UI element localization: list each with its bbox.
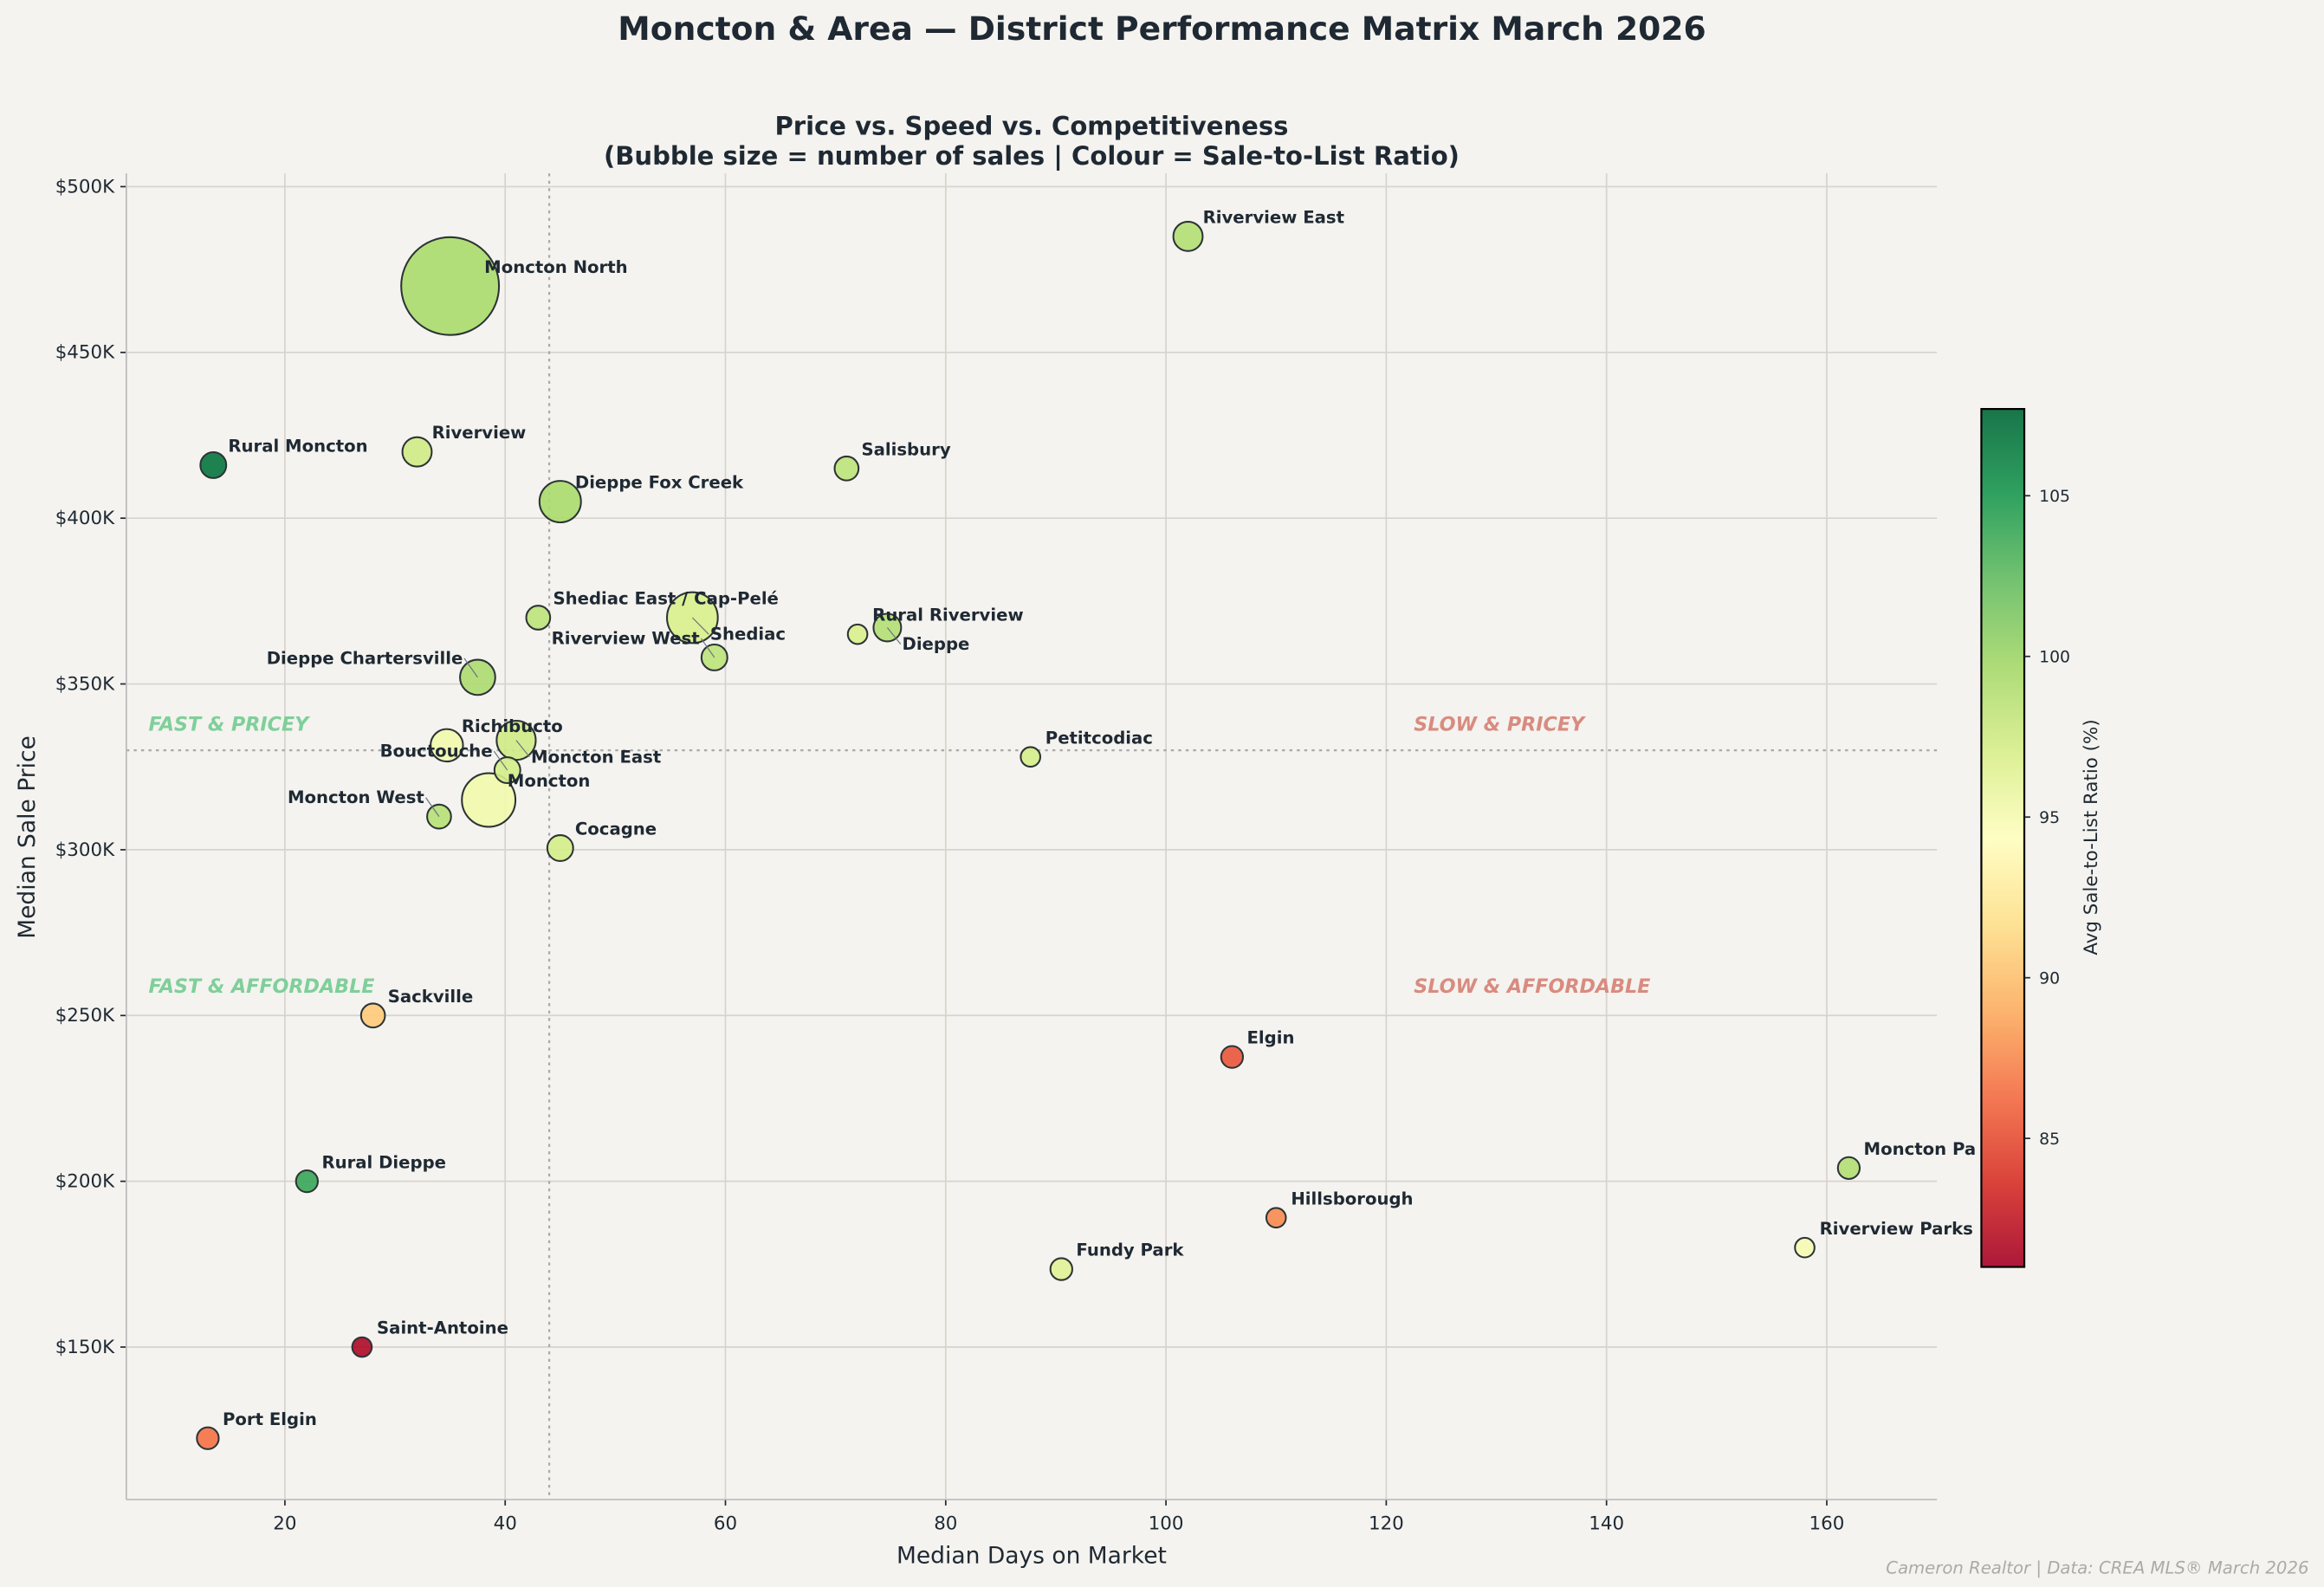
point-label: Shediac xyxy=(710,625,786,645)
point-label: Shediac East / Cap-Pelé xyxy=(553,589,778,609)
point-label: Moncton Pa xyxy=(1864,1139,1977,1159)
bubble xyxy=(1265,1207,1287,1229)
bubble xyxy=(196,1426,220,1450)
bubble xyxy=(359,1002,386,1029)
bubble xyxy=(401,436,433,468)
y-axis-label: Median Sale Price xyxy=(14,735,41,939)
x-tick-label: 160 xyxy=(1809,1513,1845,1534)
x-tick-label: 20 xyxy=(273,1513,296,1534)
point-label: Rural Dieppe xyxy=(321,1152,446,1172)
point-label: Bouctouche xyxy=(380,742,493,761)
bubble xyxy=(351,1336,373,1358)
chart-title: Price vs. Speed vs. Competitiveness xyxy=(774,112,1288,141)
point-label: Elgin xyxy=(1246,1028,1294,1048)
point-label: Rural Riverview xyxy=(872,606,1023,625)
point-label: Riverview East xyxy=(1203,207,1344,227)
x-tick-label: 60 xyxy=(714,1513,737,1534)
bubble xyxy=(461,772,517,828)
quadrant-label-fast-pricey: FAST & PRICEY xyxy=(148,713,310,735)
bubble xyxy=(525,605,552,631)
bubble xyxy=(295,1169,319,1194)
colorbar-tick-label: 90 xyxy=(2039,970,2060,988)
bubble xyxy=(1049,1257,1073,1281)
bubble xyxy=(1836,1156,1861,1180)
bubble xyxy=(1220,1045,1245,1069)
point-label: Riverview West xyxy=(552,629,700,649)
quadrant-label-slow-pricey: SLOW & PRICEY xyxy=(1414,713,1586,735)
point-label: Riverview xyxy=(432,423,527,443)
y-tick-label: $400K xyxy=(55,508,115,529)
label-leader-line xyxy=(463,657,478,678)
colorbar: 85 90 95 100 105 xyxy=(1980,408,2070,1268)
bubble xyxy=(400,236,501,336)
x-tick-label: 80 xyxy=(934,1513,957,1534)
point-label: Dieppe xyxy=(903,634,970,654)
point-label: Riverview Parks xyxy=(1820,1219,1973,1239)
y-tick-label: $150K xyxy=(55,1337,115,1358)
bubble xyxy=(833,455,860,482)
colorbar-tick-label: 100 xyxy=(2039,649,2070,667)
label-leader-line xyxy=(691,617,709,635)
point-label: Saint-Antoine xyxy=(377,1318,508,1338)
point-label: Moncton xyxy=(508,771,591,791)
bubble xyxy=(546,834,574,862)
point-label: Cocagne xyxy=(575,819,657,839)
label-leader-line xyxy=(886,627,902,645)
y-tick-label: $500K xyxy=(55,176,115,198)
bubble xyxy=(1172,220,1204,252)
bubble xyxy=(1020,746,1042,768)
x-tick-label: 140 xyxy=(1589,1513,1624,1534)
point-label: Dieppe Chartersville xyxy=(267,648,463,668)
y-tick-label: $450K xyxy=(55,342,115,364)
bubbles xyxy=(196,220,1861,1450)
bubble xyxy=(430,728,464,763)
axes: 20 40 60 80 100 120 140 160 $150K $200K $250K $300K… xyxy=(55,173,1938,1534)
bubble xyxy=(459,658,496,696)
point-label: Sackville xyxy=(388,987,474,1007)
x-tick-label: 100 xyxy=(1149,1513,1184,1534)
point-label: Moncton East xyxy=(531,747,661,767)
point-label: Dieppe Fox Creek xyxy=(575,473,744,493)
point-label: Hillsborough xyxy=(1291,1189,1413,1208)
label-leader-line xyxy=(700,638,715,658)
y-tick-label: $350K xyxy=(55,673,115,695)
point-label: Moncton North xyxy=(484,257,628,277)
point-label: Rural Moncton xyxy=(228,437,367,457)
colorbar-gradient xyxy=(1980,408,2026,1268)
colorbar-tick-label: 105 xyxy=(2039,488,2070,506)
colorbar-label: Avg Sale-to-List Ratio (%) xyxy=(2081,719,2102,955)
x-axis-label: Median Days on Market xyxy=(897,1543,1167,1570)
point-label: Fundy Park xyxy=(1076,1240,1184,1260)
point-label: Port Elgin xyxy=(223,1409,317,1429)
footer-credit: Cameron Realtor | Data: CREA MLS® March … xyxy=(1886,1558,2308,1578)
bubble xyxy=(199,450,228,479)
point-label: Petitcodiac xyxy=(1045,728,1153,748)
point-labels: Moncton North Riverview East Rural Moncton… xyxy=(223,207,1976,1428)
y-tick-label: $200K xyxy=(55,1170,115,1192)
label-leader-line xyxy=(493,750,508,771)
y-tick-label: $250K xyxy=(55,1005,115,1027)
quadrant-label-fast-affordable: FAST & AFFORDABLE xyxy=(148,975,374,998)
y-tick-label: $300K xyxy=(55,839,115,861)
point-label: Moncton West xyxy=(288,787,424,807)
label-leader-line xyxy=(515,740,530,758)
bubble xyxy=(846,623,869,645)
point-label: Salisbury xyxy=(861,439,950,459)
label-leader-line xyxy=(425,797,440,817)
colorbar-tick-label: 85 xyxy=(2039,1130,2060,1149)
x-tick-label: 40 xyxy=(494,1513,517,1534)
chart-subtitle: (Bubble size = number of sales | Colour … xyxy=(604,141,1460,171)
label-leader-lines xyxy=(425,617,902,817)
x-tick-label: 120 xyxy=(1369,1513,1404,1534)
bubble xyxy=(1794,1236,1816,1259)
colorbar-tick-label: 95 xyxy=(2039,809,2060,827)
gridlines xyxy=(126,173,1938,1500)
figure-title: Moncton & Area — District Performance Ma… xyxy=(618,10,1706,48)
quadrant-label-slow-affordable: SLOW & AFFORDABLE xyxy=(1414,975,1650,998)
point-label: Richibucto xyxy=(462,716,563,736)
bubble xyxy=(538,480,582,524)
